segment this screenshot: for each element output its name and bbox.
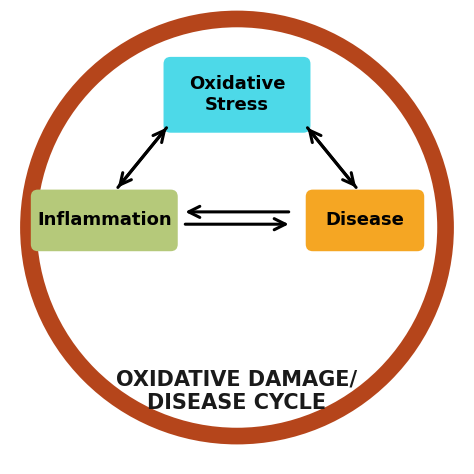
FancyBboxPatch shape xyxy=(306,190,424,251)
Text: Inflammation: Inflammation xyxy=(37,211,172,229)
Circle shape xyxy=(28,19,446,436)
Text: OXIDATIVE DAMAGE/
DISEASE CYCLE: OXIDATIVE DAMAGE/ DISEASE CYCLE xyxy=(117,369,357,413)
FancyBboxPatch shape xyxy=(31,190,178,251)
FancyBboxPatch shape xyxy=(164,57,310,133)
Text: Disease: Disease xyxy=(326,211,404,229)
Text: Oxidative
Stress: Oxidative Stress xyxy=(189,75,285,114)
